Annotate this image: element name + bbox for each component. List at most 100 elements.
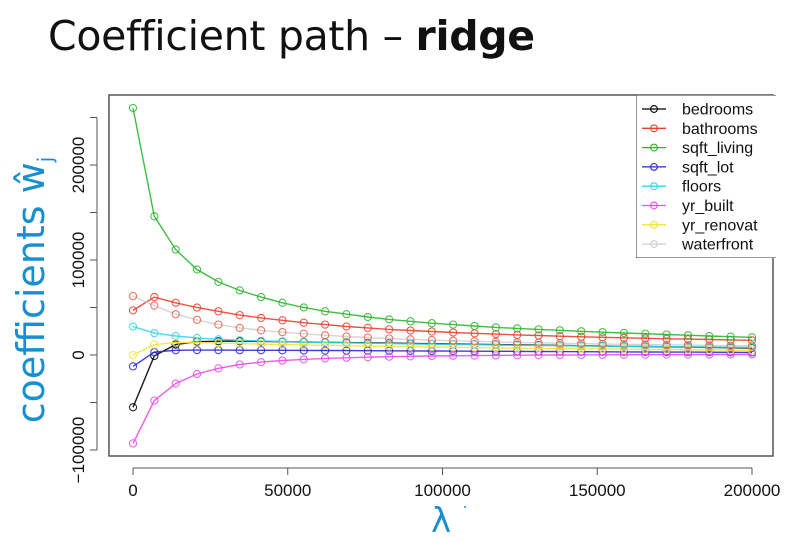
data-point bbox=[641, 340, 650, 349]
page-title: Coefficient path – ridge bbox=[48, 12, 535, 60]
data-point bbox=[555, 326, 565, 335]
data-point bbox=[449, 328, 458, 337]
data-point bbox=[342, 338, 351, 347]
svg-text:coefficients ŵj: coefficients ŵj bbox=[9, 157, 57, 424]
legend-item-sqft-living: sqft_living bbox=[642, 140, 753, 157]
data-point bbox=[256, 346, 266, 355]
data-point bbox=[427, 351, 436, 361]
data-point bbox=[278, 328, 287, 337]
legend-marker-icon bbox=[650, 124, 658, 133]
data-point bbox=[555, 350, 565, 360]
data-point bbox=[128, 350, 138, 360]
data-point bbox=[705, 341, 714, 350]
legend-box bbox=[636, 95, 776, 258]
data-point bbox=[427, 319, 436, 328]
data-point bbox=[363, 312, 372, 322]
data-point bbox=[342, 353, 351, 362]
data-point bbox=[320, 320, 330, 329]
plot-frame bbox=[108, 94, 774, 457]
data-point bbox=[555, 341, 565, 350]
data-point bbox=[449, 351, 458, 360]
series-waterfront bbox=[128, 291, 757, 350]
data-point bbox=[619, 350, 629, 359]
data-point bbox=[619, 333, 629, 342]
data-point bbox=[299, 303, 308, 312]
data-point bbox=[726, 345, 735, 355]
data-point bbox=[214, 320, 223, 329]
data-point bbox=[278, 346, 287, 355]
data-point bbox=[705, 331, 714, 341]
x-tick-label: 50000 bbox=[264, 481, 311, 500]
data-point bbox=[619, 328, 629, 338]
data-point bbox=[363, 323, 372, 333]
legend-marker-icon bbox=[650, 105, 658, 113]
x-tick-label: 200000 bbox=[724, 481, 781, 500]
y-axis: −100000 0 100000 200000 bbox=[69, 117, 98, 484]
series-sqft-living bbox=[128, 103, 757, 342]
data-point bbox=[256, 357, 266, 367]
data-point bbox=[171, 379, 180, 388]
data-point bbox=[598, 350, 607, 359]
series-bedrooms bbox=[128, 337, 757, 412]
data-point bbox=[150, 396, 159, 405]
data-point bbox=[128, 103, 138, 113]
data-point bbox=[235, 323, 244, 333]
data-point bbox=[513, 344, 522, 353]
data-point bbox=[150, 292, 159, 302]
series-bathrooms bbox=[128, 292, 757, 345]
data-point bbox=[491, 343, 501, 353]
data-point bbox=[747, 346, 757, 355]
data-point bbox=[235, 310, 244, 320]
title-bold: ridge bbox=[415, 12, 536, 60]
data-point bbox=[128, 362, 138, 371]
data-point bbox=[192, 303, 202, 312]
data-point bbox=[641, 345, 650, 354]
x-tick-label: 150000 bbox=[569, 481, 626, 500]
data-point bbox=[449, 320, 458, 329]
data-point bbox=[406, 335, 415, 344]
data-point bbox=[214, 307, 223, 316]
y-tick-label: 0 bbox=[69, 350, 88, 359]
data-point bbox=[470, 321, 479, 331]
data-point bbox=[406, 317, 415, 326]
data-point bbox=[363, 353, 372, 362]
data-point bbox=[342, 332, 351, 341]
legend-label: waterfront bbox=[681, 237, 754, 254]
legend-label: bathrooms bbox=[682, 121, 758, 138]
data-point bbox=[598, 328, 607, 337]
data-point bbox=[726, 350, 735, 359]
legend-marker-icon bbox=[650, 240, 658, 249]
data-point bbox=[150, 301, 159, 310]
data-point bbox=[192, 338, 202, 347]
x-axis-title: λ bbox=[431, 501, 451, 541]
y-tick-label: −100000 bbox=[69, 417, 88, 484]
data-point bbox=[598, 339, 607, 349]
data-point bbox=[534, 344, 543, 353]
data-point bbox=[342, 309, 351, 319]
legend-item-sqft-lot: sqft_lot bbox=[642, 159, 734, 176]
data-point bbox=[171, 331, 180, 341]
data-point bbox=[747, 341, 757, 350]
data-point bbox=[235, 286, 244, 295]
data-point bbox=[534, 338, 543, 347]
data-point bbox=[662, 340, 671, 349]
legend-label: yr_built bbox=[682, 198, 734, 215]
data-point bbox=[128, 306, 138, 315]
legend-marker-icon bbox=[650, 220, 658, 229]
data-point bbox=[577, 339, 586, 348]
data-point bbox=[747, 350, 757, 359]
data-point bbox=[406, 339, 415, 349]
data-point bbox=[235, 339, 244, 348]
data-point bbox=[662, 350, 671, 359]
y-tick-label: 100000 bbox=[69, 232, 88, 289]
data-point bbox=[256, 339, 266, 349]
data-point bbox=[641, 334, 650, 343]
legend: bedrooms bathrooms sqft_living sqft_lotfloo… bbox=[636, 95, 776, 258]
data-point bbox=[235, 346, 244, 355]
plot-area bbox=[108, 94, 774, 457]
y-axis-title: coefficients ŵj bbox=[9, 157, 57, 424]
data-point bbox=[299, 340, 308, 350]
legend-item-bathrooms: bathrooms bbox=[642, 121, 758, 138]
data-point bbox=[555, 344, 565, 353]
